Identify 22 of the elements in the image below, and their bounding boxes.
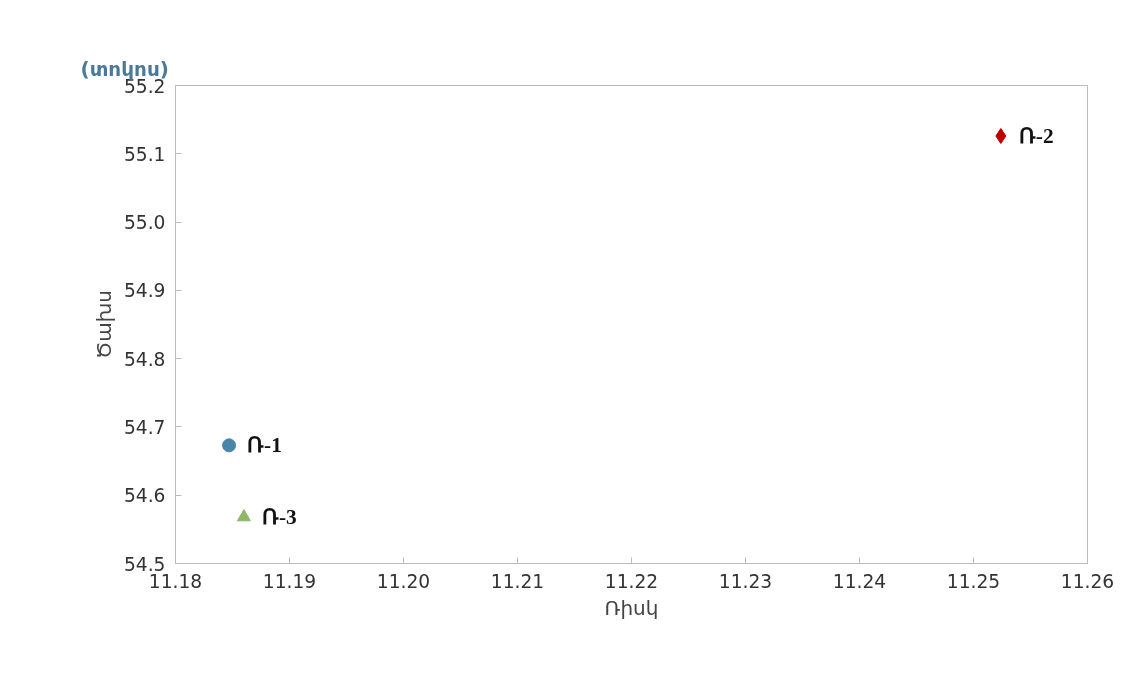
series-label: Ռ-3 bbox=[261, 505, 297, 530]
x-tick-label: 11.25 bbox=[946, 570, 1001, 592]
x-tick-label: 11.23 bbox=[718, 570, 773, 592]
point bbox=[222, 438, 237, 453]
x-tick-label: 11.20 bbox=[376, 570, 431, 592]
y-tick-label: 55.0 bbox=[123, 212, 166, 234]
y-tick-label: 54.6 bbox=[123, 485, 166, 507]
point bbox=[236, 509, 251, 522]
y-tick-label: 54.7 bbox=[123, 416, 166, 438]
x-axis-title: Ռիսկ bbox=[604, 595, 659, 620]
x-tick-label: 11.24 bbox=[832, 570, 887, 592]
y-tick-label: 54.8 bbox=[123, 348, 166, 370]
x-tick-label: 11.21 bbox=[490, 570, 545, 592]
x-tick-label: 11.19 bbox=[262, 570, 317, 592]
x-tick-label: 11.22 bbox=[604, 570, 659, 592]
point bbox=[995, 128, 1007, 145]
series-label: Ռ-1 bbox=[247, 433, 282, 458]
series-label: Ռ-2 bbox=[1018, 124, 1054, 149]
y-tick-label: 54.9 bbox=[123, 280, 166, 302]
x-tick-label: 11.26 bbox=[1060, 570, 1115, 592]
y-tick-label: 55.1 bbox=[123, 143, 166, 165]
y-axis-title: Ծախս bbox=[91, 289, 116, 360]
